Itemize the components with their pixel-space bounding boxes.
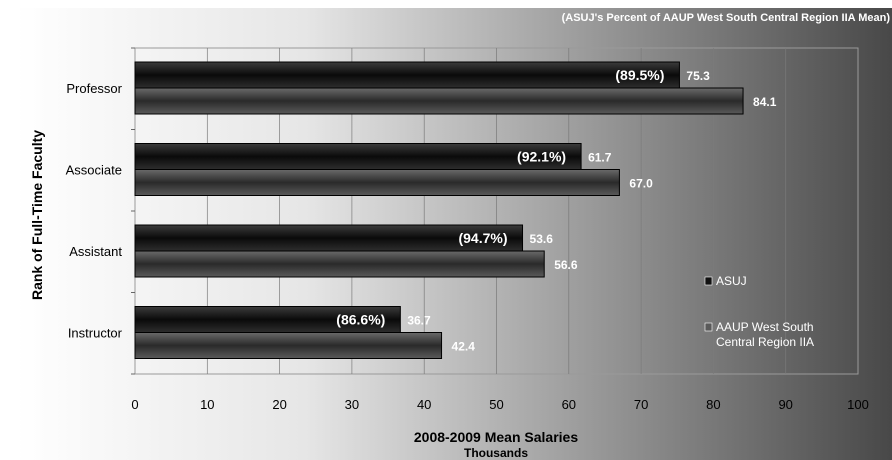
bar-value-label: 61.7: [588, 151, 612, 165]
x-tick-label: 100: [847, 397, 869, 412]
legend-label-asuj: ASUJ: [716, 274, 747, 288]
bar-value-label: 56.6: [554, 258, 578, 272]
x-tick-label: 80: [706, 397, 720, 412]
x-tick-label: 70: [634, 397, 648, 412]
x-axis-title: 2008-2009 Mean Salaries: [414, 429, 578, 445]
bar-asuj: [134, 61, 680, 89]
y-axis-title: Rank of Full-Time Faculty: [29, 130, 45, 300]
bar-aaup: [134, 250, 545, 278]
percent-label: (94.7%): [458, 230, 507, 246]
legend-swatch-asuj: [704, 276, 713, 286]
bar-value-label: 84.1: [753, 95, 777, 109]
x-tick-label: 10: [200, 397, 214, 412]
legend-label-aaup-line1: AAUP West South: [716, 320, 814, 334]
bar-aaup: [134, 87, 744, 115]
x-tick-label: 40: [417, 397, 431, 412]
percent-label: (86.6%): [336, 312, 385, 328]
y-category-label: Associate: [66, 163, 122, 178]
bar-value-label: 36.7: [407, 314, 431, 328]
bar-labels: 75.3 84.1 (89.5%) 61.7 67.0 (92.1%) 53.656.6 (9…: [336, 67, 776, 354]
percent-annotation: (ASUJ's Percent of AAUP West South Centr…: [562, 12, 891, 24]
x-tick-label: 30: [345, 397, 359, 412]
bar-asuj: [134, 143, 582, 170]
x-tick-label: 60: [562, 397, 576, 412]
x-tick-label: 50: [489, 397, 503, 412]
y-category-label: Professor: [66, 81, 122, 96]
bar-aaup: [134, 332, 443, 359]
bar-asuj: [134, 306, 401, 333]
y-tick-labels: Professor Associate Assistant Instructor: [66, 81, 123, 341]
y-category-label: Instructor: [68, 326, 123, 341]
percent-label: (92.1%): [517, 149, 566, 165]
legend-swatch-aaup: [704, 322, 713, 332]
x-tick-labels: 0 10 20 30 40 50 60 70 80 90 100: [131, 397, 868, 412]
legend-label-aaup-line2: Central Region IIA: [716, 335, 814, 349]
bar-value-label: 42.4: [452, 340, 476, 354]
bar-value-label: 53.6: [530, 232, 554, 246]
bar-aaup: [134, 169, 620, 196]
legend: ASUJ AAUP West South Central Region IIA: [704, 274, 814, 349]
bar-asuj: [134, 224, 524, 252]
y-category-label: Assistant: [69, 244, 122, 259]
x-axis-subtitle: Thousands: [464, 446, 528, 460]
percent-label: (89.5%): [615, 67, 664, 83]
x-tick-label: 20: [272, 397, 286, 412]
bar-value-label: 75.3: [686, 69, 710, 83]
bar-value-label: 67.0: [629, 177, 653, 191]
x-tick-label: 0: [131, 397, 138, 412]
x-tick-label: 90: [778, 397, 792, 412]
bars: [134, 61, 744, 359]
